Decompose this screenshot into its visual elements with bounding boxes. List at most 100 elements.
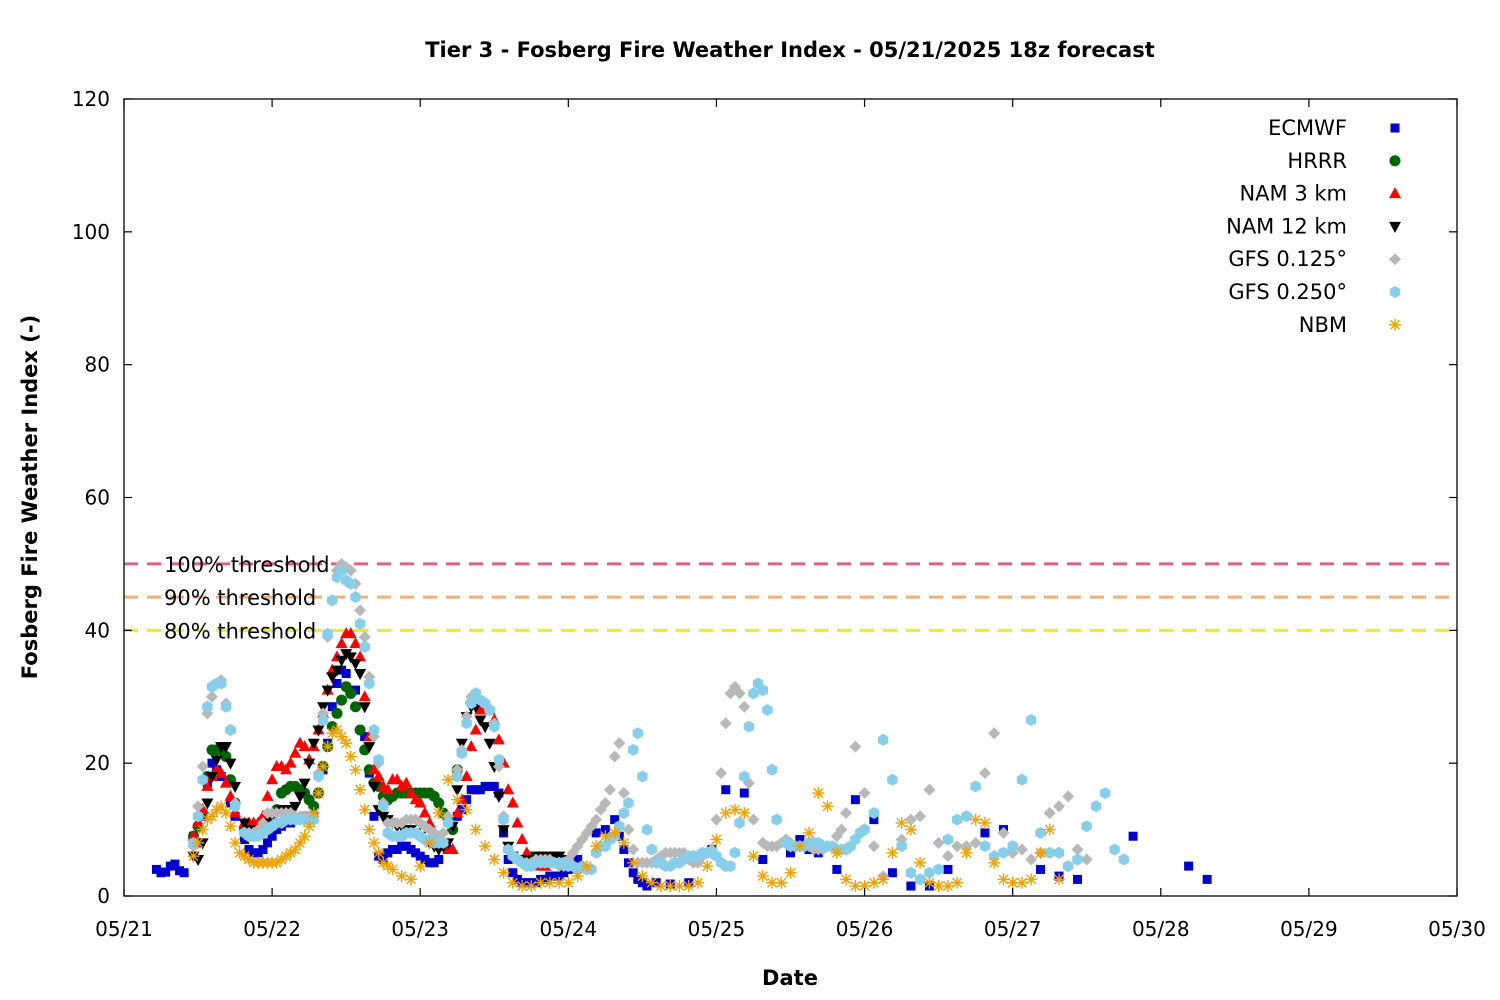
x-tick-label: 05/30 [1428, 917, 1486, 941]
y-tick-label: 0 [97, 884, 110, 908]
data-point [192, 810, 204, 823]
data-point [219, 806, 232, 819]
data-point [997, 873, 1010, 886]
data-point [397, 841, 407, 851]
data-point [469, 823, 482, 836]
y-axis-label: Fosberg Fire Weather Index (-) [18, 315, 42, 679]
data-point [219, 742, 232, 754]
data-point [244, 845, 254, 855]
data-point [317, 714, 329, 726]
data-point [293, 836, 306, 849]
data-point [224, 758, 237, 770]
data-point [914, 873, 926, 886]
data-point [1080, 853, 1093, 866]
y-axis: 0 20 40 60 80 100 120 [72, 87, 1457, 908]
data-point [1035, 826, 1046, 839]
data-point [757, 684, 768, 697]
data-point [401, 841, 411, 851]
data-point [715, 767, 728, 780]
data-point [307, 738, 320, 750]
data-point [923, 783, 936, 796]
data-point [906, 881, 916, 891]
legend-label: NAM 3 km [1239, 182, 1347, 206]
data-point [216, 677, 227, 690]
data-point [1015, 843, 1028, 856]
data-point [573, 854, 583, 864]
data-point [951, 840, 964, 853]
data-point [484, 704, 495, 716]
legend-label: NBM [1299, 313, 1347, 337]
data-point [192, 836, 205, 849]
threshold-lines: 100% threshold 90% threshold 80% threshold [124, 553, 1457, 643]
data-point [840, 873, 853, 886]
data-point [192, 800, 205, 813]
data-point [451, 806, 464, 818]
data-point [156, 868, 166, 878]
data-point [289, 746, 302, 758]
data-point [466, 785, 476, 795]
data-point [308, 813, 319, 826]
data-point [358, 630, 371, 643]
data-point [238, 818, 251, 830]
data-point [516, 833, 529, 845]
data-point [821, 800, 834, 813]
threshold-label: 100% threshold [164, 553, 330, 577]
data-point [201, 798, 214, 810]
data-point [762, 704, 773, 716]
data-point [336, 694, 348, 706]
data-point [784, 866, 797, 879]
data-point [307, 806, 320, 819]
data-point [988, 856, 1001, 869]
data-point [502, 783, 515, 795]
data-point [914, 810, 927, 823]
data-point [196, 760, 209, 773]
data-point [327, 594, 338, 607]
data-point [249, 848, 259, 858]
data-point [373, 753, 384, 766]
data-point [480, 781, 490, 791]
data-point [747, 813, 760, 826]
data-point [358, 702, 371, 714]
data-point [775, 876, 788, 889]
x-tick-label: 05/21 [95, 917, 153, 941]
data-point [1025, 853, 1038, 866]
data-point [364, 677, 375, 690]
data-point [738, 806, 751, 819]
data-point [381, 783, 394, 795]
data-point [456, 747, 467, 760]
data-point [1034, 846, 1047, 859]
data-point [771, 813, 782, 826]
data-point [627, 843, 640, 856]
y-tick-label: 20 [85, 751, 110, 775]
data-point [1043, 823, 1056, 836]
data-point [349, 763, 362, 776]
data-point [758, 854, 768, 864]
data-point [369, 811, 379, 821]
data-point [201, 779, 214, 791]
data-point [229, 800, 241, 813]
data-point [691, 876, 704, 889]
data-point [998, 846, 1009, 859]
threshold-label: 80% threshold [164, 619, 316, 643]
data-point [522, 878, 532, 888]
data-point [253, 848, 263, 858]
data-point [905, 866, 917, 879]
data-point [933, 863, 944, 876]
data-point [904, 813, 917, 826]
data-point [729, 846, 741, 859]
x-axis-label: Date [762, 966, 818, 990]
data-point [534, 876, 547, 889]
data-point [187, 829, 200, 841]
legend-marker [1389, 318, 1401, 331]
data-point [559, 868, 569, 878]
data-point [795, 835, 805, 845]
data-point [360, 732, 370, 742]
legend-marker [1389, 286, 1401, 298]
data-point [617, 836, 630, 849]
data-point [756, 870, 769, 883]
data-point [941, 850, 954, 863]
x-axis: 05/21 05/22 05/23 05/24 05/25 05/26 05/27 05/28… [95, 99, 1486, 941]
data-point [358, 690, 371, 702]
data-point [303, 820, 316, 833]
data-point [358, 803, 371, 816]
